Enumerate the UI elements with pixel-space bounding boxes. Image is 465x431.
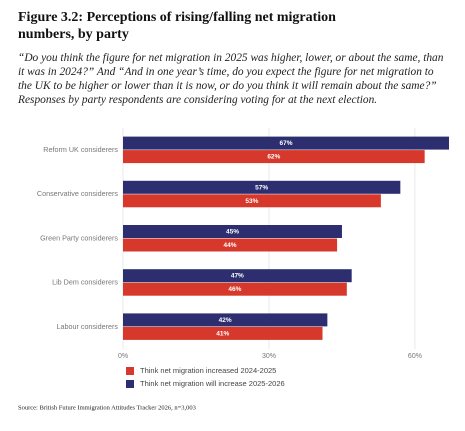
value-label: 53% [245, 198, 258, 205]
bar [123, 194, 381, 208]
bar [123, 180, 401, 194]
value-label: 47% [231, 273, 244, 280]
chart-subtitle: “Do you think the figure for net migrati… [18, 52, 444, 106]
bar [123, 136, 449, 150]
value-label: 44% [224, 242, 237, 249]
value-label: 45% [226, 228, 239, 235]
chart-title: Figure 3.2: Perceptions of rising/fallin… [18, 10, 336, 42]
value-label: 46% [228, 286, 241, 293]
bar [123, 150, 425, 164]
y-tick-label: Reform UK considerers [43, 145, 118, 154]
y-tick-label: Conservative considerers [37, 189, 119, 198]
value-label: 42% [219, 317, 232, 324]
x-tick-label: 0% [118, 353, 128, 360]
value-label: 67% [279, 140, 292, 147]
legend-label: Think net migration increased 2024-2025 [140, 366, 276, 375]
x-tick-label: 60% [408, 353, 422, 360]
bar [123, 313, 328, 327]
bar [123, 326, 323, 340]
value-label: 57% [255, 184, 268, 191]
legend-swatch [126, 367, 134, 375]
value-label: 41% [216, 330, 229, 337]
bar [123, 225, 342, 238]
legend-swatch [126, 380, 134, 388]
legend-label: Think net migration will increase 2025-2… [140, 379, 285, 388]
y-tick-label: Lib Dem considerers [52, 278, 118, 287]
value-label: 62% [267, 154, 280, 161]
bar [123, 238, 338, 252]
x-tick-label: 30% [262, 353, 276, 360]
source: Source: British Future Immigration Attit… [18, 404, 196, 411]
y-tick-label: Labour considerers [56, 322, 118, 331]
y-tick-label: Green Party considerers [40, 233, 118, 242]
bar [123, 269, 352, 283]
bar [123, 282, 347, 296]
